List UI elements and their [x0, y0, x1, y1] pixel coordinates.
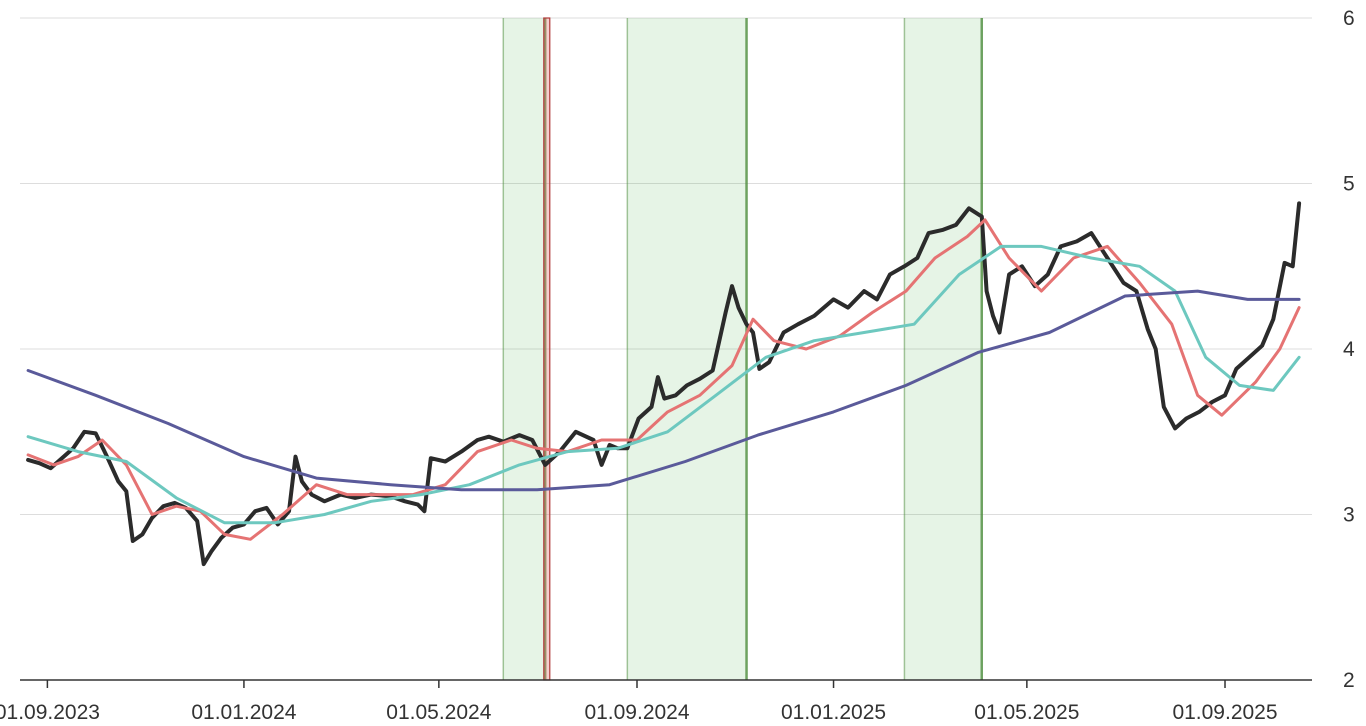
series-line-2	[26, 218, 1301, 541]
x-tick-label: 01.09.2025	[1172, 701, 1277, 724]
x-tick-label: 01.01.2025	[781, 701, 886, 724]
event-marker	[543, 17, 551, 681]
y-tick-label: 2	[1343, 669, 1355, 692]
highlight-band	[503, 18, 546, 680]
series-line-1	[26, 201, 1302, 567]
y-tick-label: 6	[1343, 7, 1355, 30]
highlight-band	[904, 18, 982, 680]
series-lines	[26, 201, 1302, 567]
highlight-bands	[502, 18, 984, 680]
y-tick-label: 5	[1343, 173, 1355, 196]
event-markers	[543, 17, 551, 681]
axes: 2 3 4 5 6 01.09.2023 01.01.2024 01.05.2024 01.09…	[0, 7, 1355, 724]
y-tick-label: 4	[1343, 338, 1355, 361]
highlight-band	[627, 18, 747, 680]
x-tick-label: 01.05.2024	[386, 701, 491, 724]
y-tick-label: 3	[1343, 504, 1355, 527]
series-line-4	[26, 289, 1301, 492]
gridlines	[20, 17, 1312, 515]
series-line-3	[26, 244, 1301, 525]
x-tick-label: 01.09.2024	[584, 701, 689, 724]
x-tick-label: 01.05.2025	[974, 701, 1079, 724]
x-tick-label: 01.01.2024	[191, 701, 296, 724]
x-tick-label: 01.09.2023	[0, 701, 100, 724]
